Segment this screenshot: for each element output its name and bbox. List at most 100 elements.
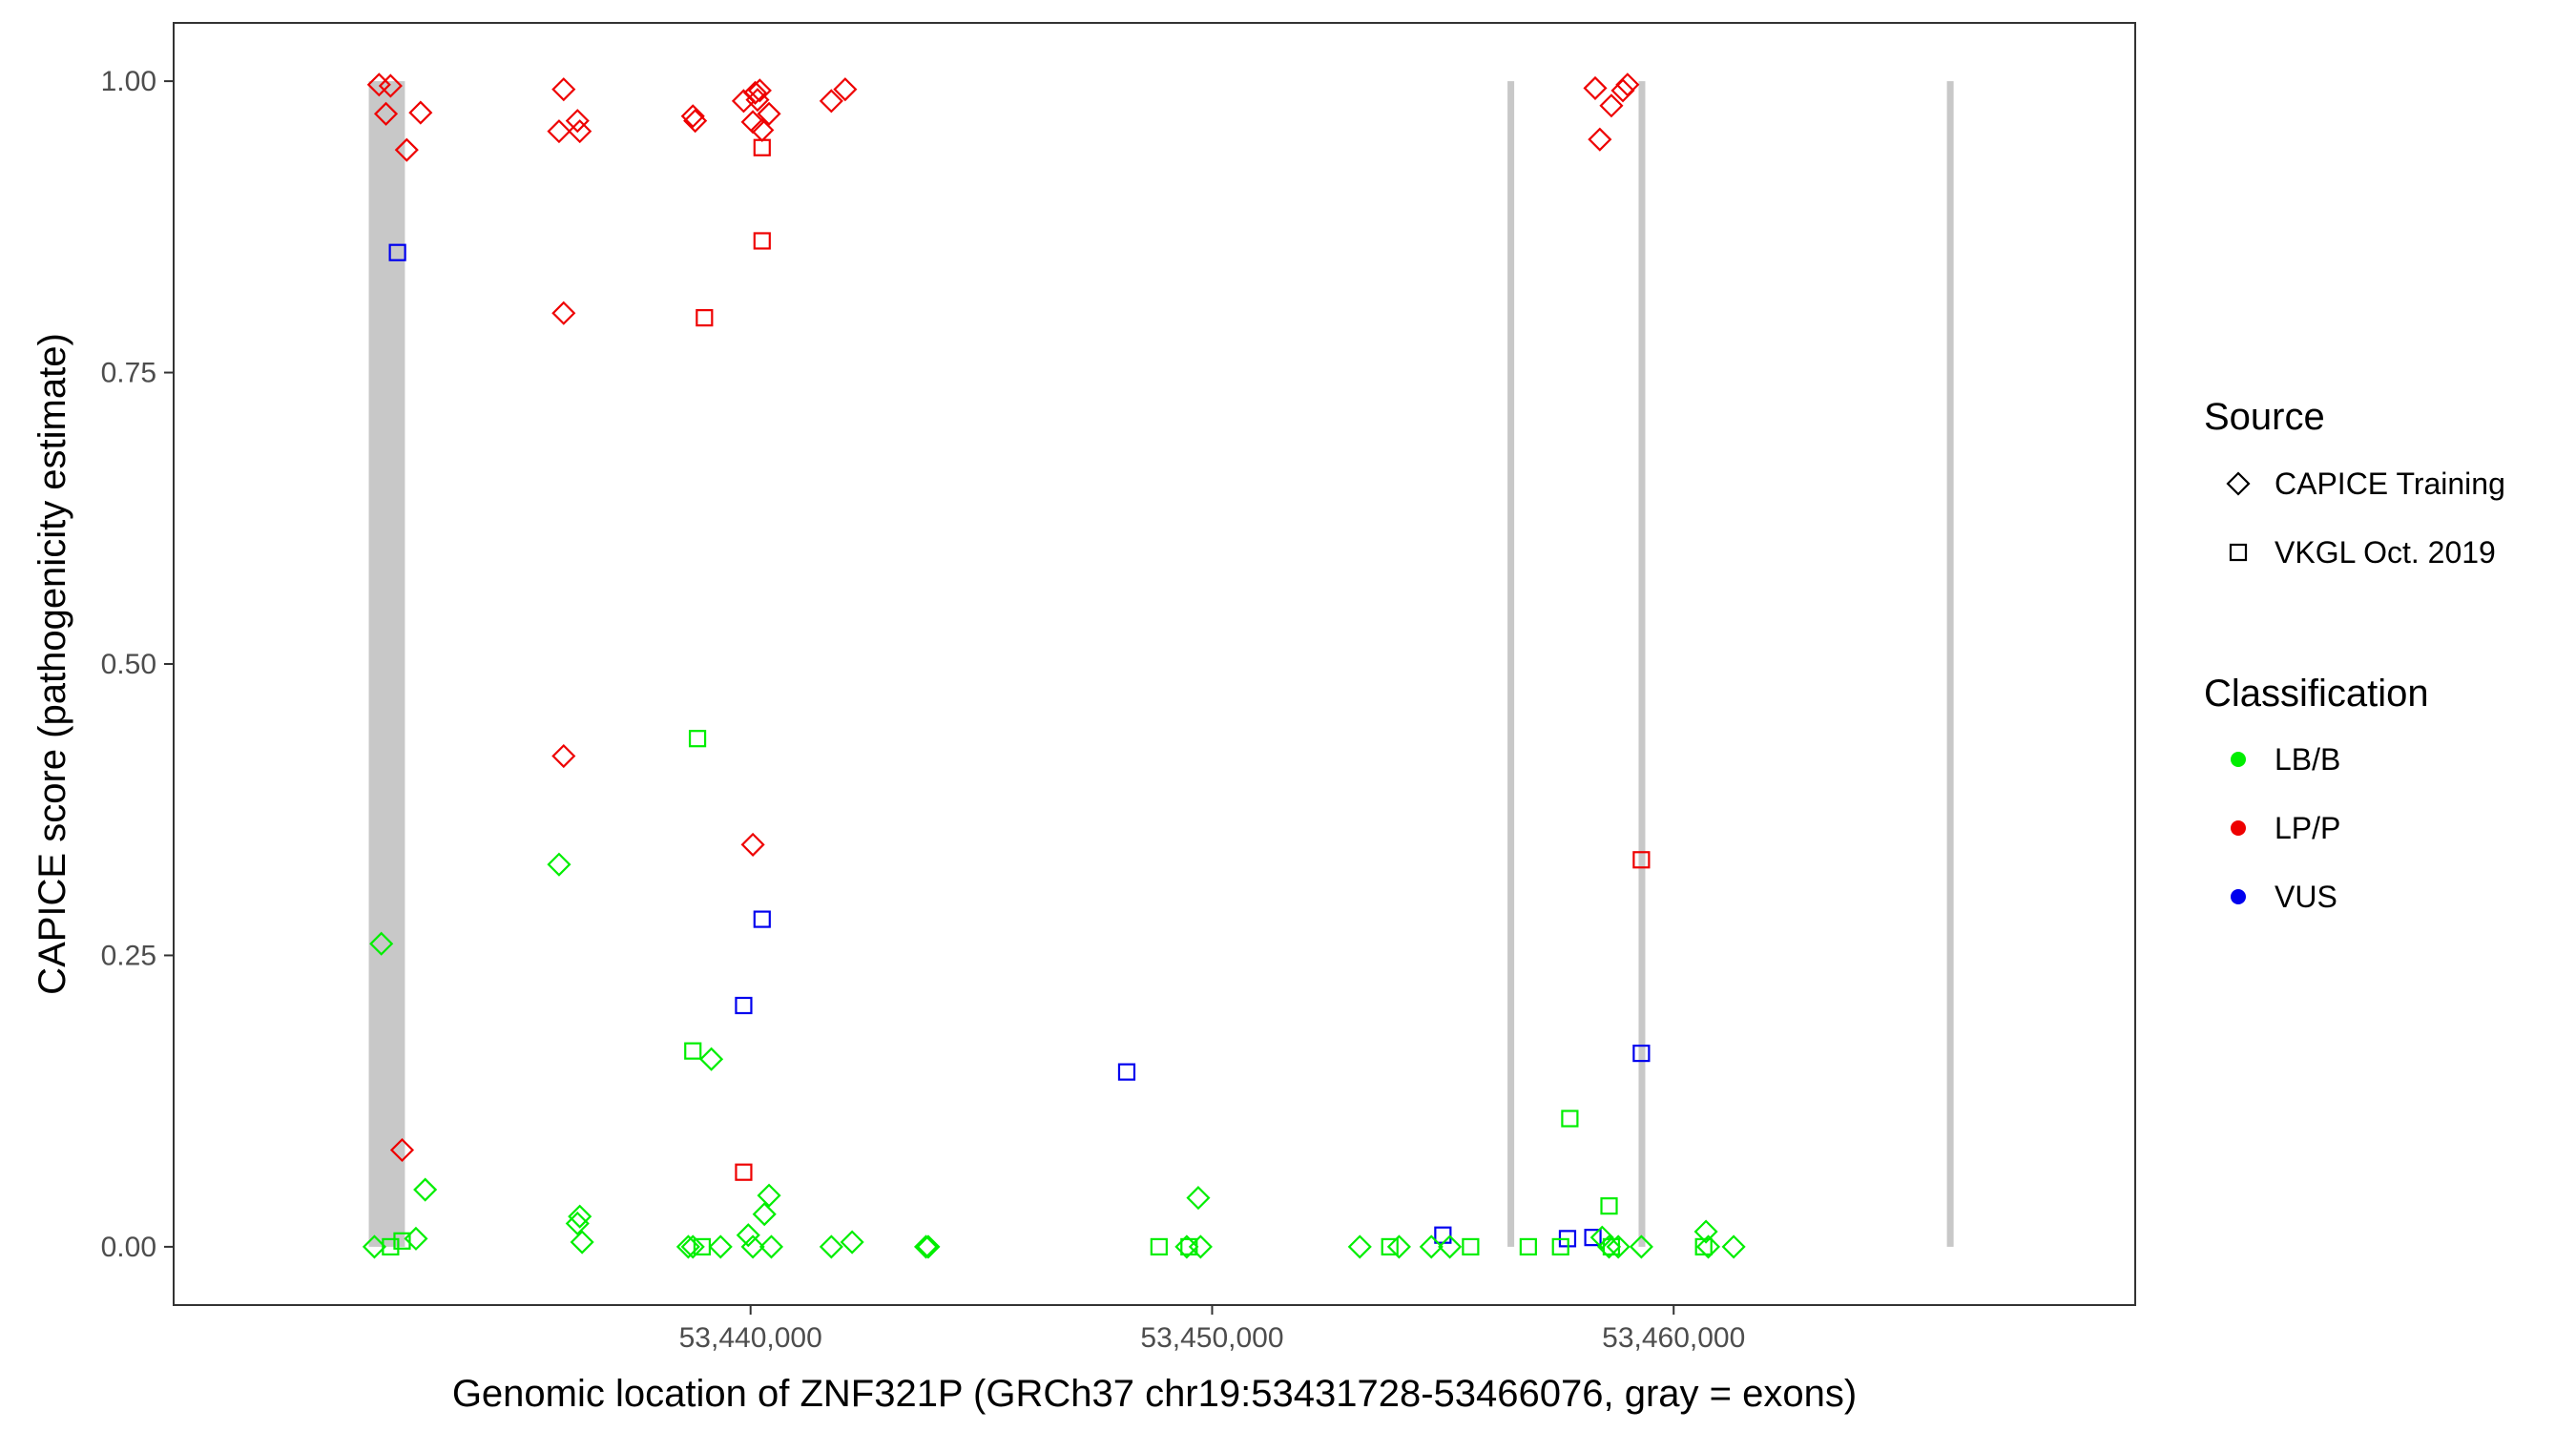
data-point <box>1438 1234 1463 1259</box>
exon-band <box>1638 81 1646 1247</box>
y-axis: 0.00 0.25 0.50 0.75 1.00 <box>101 66 174 1263</box>
x-axis: 53,440,000 53,450,000 53,460,000 <box>679 1305 1745 1354</box>
exon-bands <box>368 81 1954 1247</box>
y-tick-label: 0.75 <box>101 358 156 389</box>
legend-source-items: CAPICE Training VKGL Oct. 2019 <box>2226 467 2505 570</box>
data-point <box>675 1234 700 1259</box>
data-point <box>1632 851 1651 869</box>
exon-band <box>1946 81 1954 1247</box>
data-point <box>913 1234 939 1259</box>
data-point <box>680 104 705 129</box>
data-point <box>1386 1234 1411 1259</box>
legend-source-label: CAPICE Training <box>2275 467 2505 501</box>
x-tick-label: 53,460,000 <box>1602 1322 1745 1354</box>
data-point <box>684 1042 702 1060</box>
data-point <box>1693 1219 1718 1244</box>
data-point <box>688 730 707 748</box>
y-tick-label: 0.00 <box>101 1232 156 1263</box>
y-tick-label: 0.50 <box>101 649 156 680</box>
data-point <box>551 77 576 102</box>
data-point <box>551 743 576 769</box>
data-point <box>1561 1110 1579 1128</box>
data-point <box>747 78 772 103</box>
data-point <box>568 119 592 144</box>
y-tick-label: 0.25 <box>101 940 156 971</box>
data-point <box>840 1230 864 1255</box>
legend-key-square <box>2229 543 2248 562</box>
legend-key-diamond <box>2226 471 2251 496</box>
exon-band <box>368 81 405 1247</box>
data-point <box>1186 1186 1211 1211</box>
data-point <box>752 1202 777 1227</box>
data-point <box>708 1234 733 1259</box>
data-point <box>389 1137 415 1163</box>
legend-source-label: VKGL Oct. 2019 <box>2275 535 2496 570</box>
y-axis-label: CAPICE score (pathogenicity estimate) <box>31 333 73 995</box>
data-point <box>819 1234 843 1259</box>
data-point <box>1721 1234 1746 1259</box>
data-point <box>680 1234 705 1259</box>
data-point <box>382 1237 400 1256</box>
data-point <box>362 1234 386 1259</box>
data-point <box>735 996 753 1015</box>
legend-key-dot <box>2231 889 2246 904</box>
data-point <box>740 1234 765 1259</box>
data-point <box>1606 1234 1631 1259</box>
data-point <box>745 88 770 113</box>
data-point <box>1583 75 1608 100</box>
data-point <box>753 138 771 156</box>
data-point <box>1462 1237 1480 1256</box>
x-tick-label: 53,450,000 <box>1140 1322 1283 1354</box>
data-point <box>753 232 771 250</box>
legend-classification-items: LB/B LP/P VUS <box>2231 742 2340 914</box>
data-point <box>683 109 708 134</box>
data-point <box>735 1163 753 1181</box>
data-point <box>551 301 576 325</box>
data-point <box>699 1047 724 1071</box>
data-point <box>758 1234 784 1259</box>
exon-band <box>1507 81 1515 1247</box>
data-point <box>413 1177 438 1202</box>
data-point <box>1610 78 1635 103</box>
legend-key-dot <box>2231 820 2246 836</box>
legend-source-title: Source <box>2204 396 2325 438</box>
data-point <box>378 73 403 98</box>
data-point <box>742 80 768 105</box>
data-point <box>1600 1197 1618 1215</box>
data-point <box>373 101 399 126</box>
y-tick-label: 1.00 <box>101 66 156 97</box>
data-point <box>568 1204 592 1229</box>
data-point <box>1599 93 1624 118</box>
data-point <box>1551 1237 1569 1256</box>
data-point <box>753 910 771 928</box>
data-point <box>1117 1063 1136 1081</box>
data-point <box>736 1223 760 1248</box>
data-point <box>696 309 714 327</box>
data-point <box>369 931 394 956</box>
data-point <box>1632 1044 1651 1063</box>
x-axis-label: Genomic location of ZNF321P (GRCh37 chr1… <box>452 1373 1857 1415</box>
data-point <box>1615 73 1640 97</box>
data-point <box>1381 1237 1399 1256</box>
legend: Source CAPICE Training VKGL Oct. 2019 Cla… <box>2204 396 2505 914</box>
data-point <box>1629 1234 1653 1259</box>
legend-classification-title: Classification <box>2204 673 2429 715</box>
legend-classification-label: LP/P <box>2275 811 2340 845</box>
data-point <box>1188 1234 1213 1259</box>
data-point <box>1519 1237 1537 1256</box>
data-point <box>547 119 571 144</box>
data-point <box>394 137 419 162</box>
data-point <box>1589 1225 1614 1250</box>
data-point <box>570 1230 594 1255</box>
data-point <box>1347 1234 1372 1259</box>
data-point <box>565 1211 590 1236</box>
data-point <box>408 100 433 125</box>
legend-key-dot <box>2231 752 2246 767</box>
data-point <box>1584 1229 1602 1247</box>
data-point <box>388 243 406 261</box>
data-point <box>404 1226 428 1251</box>
legend-classification-label: VUS <box>2275 880 2337 914</box>
data-point <box>1419 1234 1444 1259</box>
